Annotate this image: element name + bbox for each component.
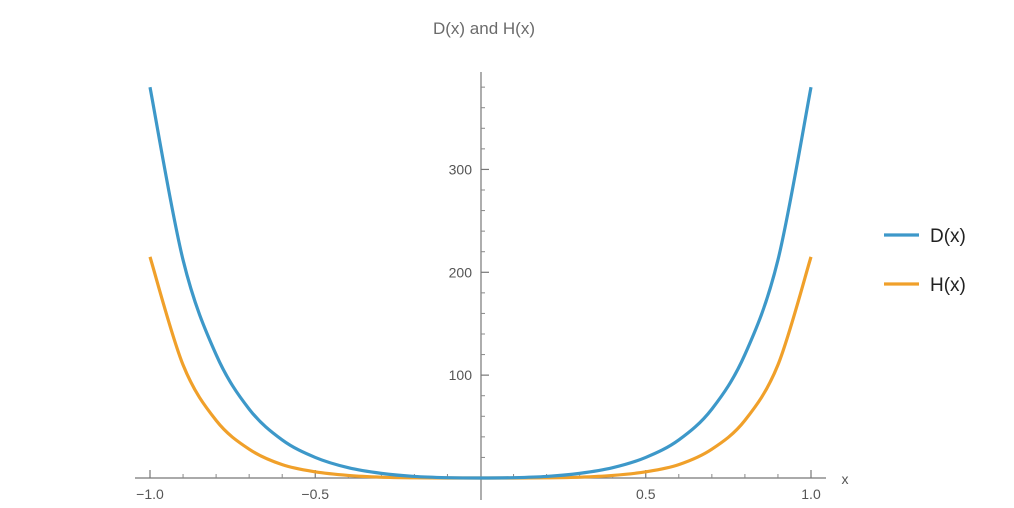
legend-label-hx: H(x) — [930, 275, 966, 296]
series-layer — [148, 86, 813, 480]
x-tick-label: 1.0 — [801, 486, 821, 502]
chart-title: D(x) and H(x) — [433, 19, 535, 38]
x-tick-label: 0.5 — [636, 486, 656, 502]
y-tick-label: 300 — [449, 161, 473, 177]
legend-label-dx: D(x) — [930, 226, 966, 247]
x-axis-label: x — [842, 471, 849, 487]
series-line-dx — [148, 86, 813, 480]
y-tick-label: 200 — [449, 264, 473, 280]
major-ticks: −1.0 −0.5 0.5 1.0 100 200 300 — [136, 161, 821, 502]
x-tick-label: −0.5 — [301, 486, 329, 502]
axes: x — [135, 72, 849, 500]
x-tick-label: −1.0 — [136, 486, 164, 502]
legend: D(x) H(x) — [884, 226, 966, 296]
y-tick-label: 100 — [449, 367, 473, 383]
